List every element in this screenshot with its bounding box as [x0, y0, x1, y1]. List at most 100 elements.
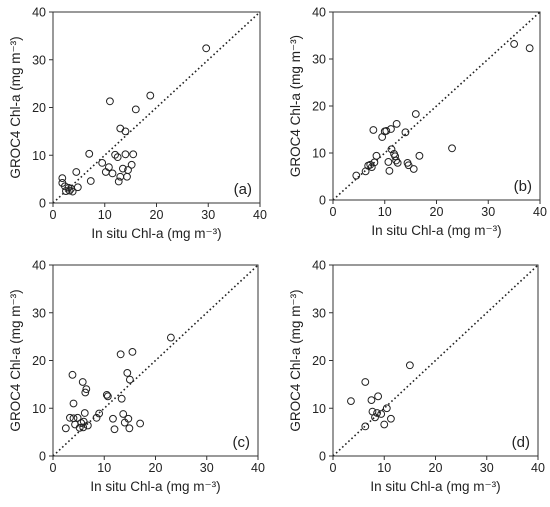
data-point: [373, 409, 381, 417]
data-point: [83, 421, 92, 430]
y-tick-label: 10: [312, 147, 326, 161]
data-point: [113, 153, 122, 162]
data-point: [382, 127, 391, 135]
data-point: [510, 40, 519, 48]
data-point: [73, 183, 82, 192]
data-point: [367, 163, 376, 172]
data-point: [366, 160, 375, 169]
x-tick-label: 0: [50, 208, 57, 222]
y-tick-label: 30: [312, 53, 326, 67]
data-point: [127, 160, 136, 169]
data-point: [129, 150, 138, 159]
data-point: [369, 126, 378, 134]
data-point: [98, 158, 107, 167]
x-axis-label: In situ Chl-a (mg m⁻³): [90, 479, 220, 494]
data-point: [361, 378, 370, 386]
data-point: [393, 158, 402, 167]
x-tick-label: 0: [330, 205, 337, 219]
data-point: [72, 168, 81, 176]
data-point: [123, 369, 132, 377]
data-point: [68, 370, 77, 379]
data-point: [116, 124, 125, 133]
data-point: [374, 392, 383, 401]
data-point: [69, 399, 78, 408]
x-axis-label: In situ Chl-a (mg m⁻³): [91, 226, 221, 241]
y-tick-label: 10: [32, 402, 46, 416]
y-tick-label: 10: [32, 149, 46, 163]
data-point: [118, 164, 127, 173]
panel-label-a: (a): [234, 181, 252, 198]
y-tick-label: 20: [312, 100, 326, 114]
data-point: [131, 105, 140, 114]
data-point: [377, 410, 386, 418]
panel-label-b: (b): [514, 178, 532, 195]
data-point: [80, 409, 89, 417]
y-tick-label: 30: [32, 306, 46, 320]
data-point: [73, 413, 82, 422]
data-point: [404, 161, 413, 170]
y-tick-label: 40: [312, 259, 326, 273]
data-point: [117, 394, 126, 403]
scatter-panel-a: 0 10 20 30 40 0 10 20 30 40 In situ Chl-a (mg m⁻³)…: [8, 6, 267, 242]
data-point: [525, 44, 534, 53]
y-tick-label: 30: [32, 53, 46, 67]
data-point: [128, 348, 137, 356]
data-point: [392, 156, 401, 165]
data-point: [415, 151, 424, 160]
data-point: [380, 420, 389, 429]
x-tick-label: 30: [201, 208, 215, 222]
scatter-panel-d: 0 10 20 30 40 0 10 20 30 40 In situ Chl-a (mg m⁻³)…: [288, 259, 545, 495]
y-tick-label: 30: [312, 306, 326, 320]
one-to-one-line: [52, 11, 261, 204]
y-tick-label: 20: [32, 101, 46, 115]
data-point: [124, 414, 133, 423]
data-point: [103, 392, 112, 401]
data-point: [166, 333, 175, 342]
y-axis-label: GROC4 Chl-a (mg m⁻³): [288, 289, 303, 431]
data-point: [146, 91, 155, 100]
y-tick-label: 40: [312, 6, 326, 20]
data-point: [82, 385, 91, 394]
data-point: [102, 390, 111, 399]
x-tick-label: 10: [377, 461, 391, 475]
data-point: [114, 177, 123, 186]
y-tick-label: 0: [319, 450, 326, 464]
data-point: [121, 150, 130, 159]
data-point: [202, 44, 211, 53]
y-tick-label: 10: [312, 402, 326, 416]
x-tick-label: 40: [251, 461, 265, 475]
data-point: [409, 165, 418, 173]
data-point: [384, 158, 393, 166]
data-point: [66, 413, 74, 422]
x-axis-label: In situ Chl-a (mg m⁻³): [371, 223, 501, 238]
x-tick-label: 40: [531, 461, 545, 475]
panel-label-d: (d): [512, 434, 530, 451]
data-point: [95, 409, 104, 418]
y-tick-label: 20: [32, 354, 46, 368]
x-tick-label: 10: [98, 208, 112, 222]
y-tick-label: 0: [39, 450, 46, 464]
y-tick-label: 40: [32, 6, 46, 20]
data-point: [86, 177, 95, 185]
panel-label-c: (c): [233, 434, 251, 451]
data-point: [85, 149, 94, 158]
one-to-one-line: [52, 264, 259, 457]
data-point: [68, 187, 77, 196]
data-point: [65, 186, 74, 195]
data-point: [109, 414, 117, 423]
data-point: [347, 397, 355, 405]
data-point: [116, 172, 125, 181]
x-tick-label: 20: [149, 461, 163, 475]
data-point: [405, 361, 414, 370]
data-point: [121, 127, 130, 136]
data-point: [401, 128, 410, 137]
data-point: [411, 110, 420, 118]
data-point: [387, 125, 395, 133]
data-point: [361, 422, 370, 431]
y-axis-label: GROC4 Chl-a (mg m⁻³): [8, 36, 23, 178]
x-axis-label: In situ Chl-a (mg m⁻³): [370, 479, 500, 494]
data-point: [119, 410, 128, 418]
x-tick-label: 30: [481, 205, 495, 219]
x-tick-label: 20: [150, 208, 164, 222]
